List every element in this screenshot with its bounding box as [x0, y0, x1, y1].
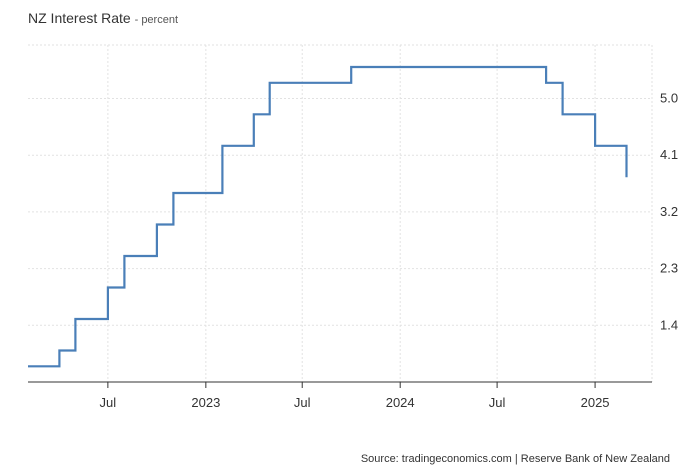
x-tick-label: Jul — [489, 395, 506, 410]
x-tick-label: Jul — [100, 395, 117, 410]
y-tick-label: 5.0 — [660, 91, 678, 106]
x-tick-label: 2024 — [386, 395, 415, 410]
axes — [28, 381, 652, 388]
source-note: Source: tradingeconomics.com | Reserve B… — [360, 453, 670, 465]
y-tick-label: 2.3 — [660, 261, 678, 276]
x-tick-label: 2025 — [581, 395, 610, 410]
grid-lines — [28, 44, 653, 382]
y-tick-labels: 1.4 2.3 3.2 4.1 5.0 — [660, 91, 678, 333]
series-layer — [28, 65, 628, 368]
chart-title: NZ Interest Rate — [28, 10, 131, 26]
series-line — [28, 65, 628, 368]
y-tick-label: 3.2 — [660, 204, 678, 219]
x-tick-label: Jul — [294, 395, 311, 410]
chart-title-block: NZ Interest Rate - percent — [28, 10, 178, 26]
x-tick-label: 2023 — [191, 395, 220, 410]
chart-subtitle: - percent — [134, 14, 179, 26]
y-tick-label: 4.1 — [660, 147, 678, 162]
x-tick-labels: Jul 2023 Jul 2024 Jul 2025 — [100, 395, 610, 410]
y-tick-label: 1.4 — [660, 317, 678, 332]
